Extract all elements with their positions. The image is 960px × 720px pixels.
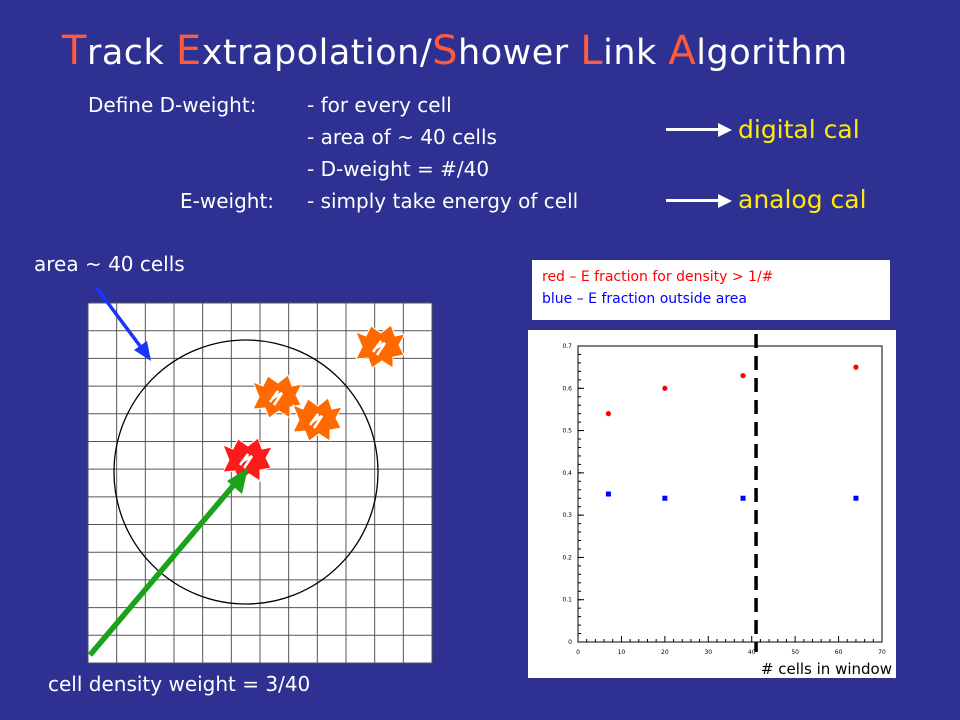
title-part: Algorithm	[668, 28, 848, 74]
def-line-3: - D-weight = #/40	[307, 157, 490, 181]
dweight-label: Define D-weight:	[88, 93, 257, 117]
eweight-label: E-weight:	[180, 189, 275, 213]
def-line-1: - for every cell	[307, 93, 452, 117]
y-tick-label: 0	[568, 639, 572, 646]
hit-cell-orange-top	[355, 324, 406, 369]
area-circle	[113, 339, 379, 605]
chart-panel: 0 10 20 30 40 50 60 70 0 0.1 0.2 0.3 0.4 0.5 0.6 0.7 # c…	[528, 330, 896, 678]
title-part: Link	[580, 28, 669, 74]
x-axis-label: # cells in window	[761, 660, 892, 678]
y-tick-label: 0.5	[562, 428, 572, 435]
data-point-red	[662, 385, 668, 391]
y-tick-label: 0.1	[562, 597, 572, 604]
data-point-red	[853, 364, 859, 370]
x-tick-label: 50	[791, 649, 799, 656]
hit-cell-orange-mid	[252, 374, 303, 419]
data-point-blue	[605, 491, 611, 497]
scatter-chart: 0 10 20 30 40 50 60 70 0 0.1 0.2 0.3 0.4 0.5 0.6 0.7 # c…	[562, 334, 892, 678]
green-arrow	[87, 468, 248, 657]
hit-cell-red	[222, 437, 273, 482]
x-tick-label: 40	[748, 649, 756, 656]
def-line-4: - simply take energy of cell	[307, 189, 579, 213]
legend-red-entry: red – E fraction for density > 1/#	[542, 269, 774, 285]
x-tick-label: 20	[661, 649, 669, 656]
blue-arrow	[94, 285, 151, 361]
digital-cal-label: digital cal	[738, 115, 860, 144]
y-tick-label: 0.7	[562, 343, 572, 350]
y-tick-label: 0.3	[562, 512, 572, 519]
density-label: cell density weight = 3/40	[48, 672, 311, 696]
arrow-analog-head	[718, 194, 732, 208]
data-point-red	[605, 411, 611, 417]
y-tick-label: 0.2	[562, 554, 572, 561]
chart-legend: red – E fraction for density > 1/# blue …	[532, 260, 890, 320]
area-label: area ~ 40 cells	[34, 252, 185, 276]
plot-frame	[577, 345, 883, 643]
x-tick-label: 60	[835, 649, 843, 656]
hit-cell-orange-right	[292, 397, 343, 442]
arrow-analog	[666, 199, 722, 202]
arrow-digital-head	[718, 123, 732, 137]
x-tick-label: 10	[618, 649, 626, 656]
title-part: Track	[62, 28, 176, 74]
page-title: Track Extrapolation/Shower Link Algorith…	[62, 28, 848, 74]
data-point-blue	[853, 495, 859, 501]
legend-blue-entry: blue – E fraction outside area	[542, 291, 747, 307]
analog-cal-label: analog cal	[738, 185, 867, 214]
y-tick-label: 0.4	[562, 470, 572, 477]
y-tick-label: 0.6	[562, 385, 572, 392]
def-line-2: - area of ~ 40 cells	[307, 125, 497, 149]
data-point-red	[740, 373, 746, 379]
title-part: Shower	[432, 28, 581, 74]
x-tick-label: 0	[576, 649, 580, 656]
arrow-digital	[666, 128, 722, 131]
title-part: Extrapolation/	[175, 28, 433, 74]
x-tick-label: 70	[878, 649, 886, 656]
data-point-blue	[662, 495, 668, 501]
data-point-blue	[740, 495, 746, 501]
x-tick-label: 30	[704, 649, 712, 656]
